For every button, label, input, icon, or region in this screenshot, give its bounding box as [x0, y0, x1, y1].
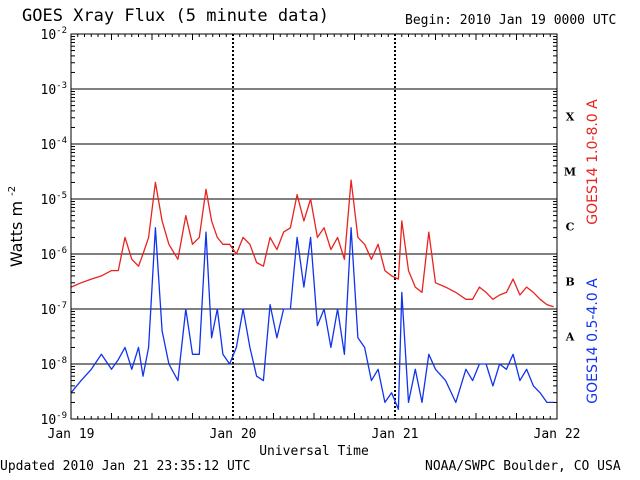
y-tick-label: 10-5 — [41, 191, 68, 208]
x-tick-label: Jan 21 — [372, 427, 419, 442]
series-short-line — [70, 227, 554, 410]
x-tick-label: Jan 20 — [210, 427, 257, 442]
series-layer — [70, 179, 554, 410]
begin-time: Begin: 2010 Jan 19 0000 UTC — [405, 13, 617, 28]
y-axis-title: Watts m -2 — [7, 186, 26, 267]
flare-class-label: B — [565, 276, 574, 289]
y-tick-label: 10-6 — [41, 246, 68, 263]
y-tick-label: 10-2 — [41, 26, 68, 43]
axis-ticks — [71, 34, 557, 419]
y-tick-label: 10-3 — [41, 81, 68, 98]
page-title: GOES Xray Flux (5 minute data) — [22, 6, 330, 26]
y-tick-label: 10-4 — [41, 136, 68, 153]
plot-frame — [70, 33, 558, 420]
flare-class-label: X — [566, 111, 575, 124]
flare-class-label: A — [565, 331, 575, 344]
legend-long-channel: GOES14 1.0-8.0 A — [585, 99, 601, 225]
x-tick-label: Jan 22 — [534, 427, 581, 442]
flare-class-label: M — [564, 166, 576, 179]
updated-timestamp: Updated 2010 Jan 21 23:35:12 UTC — [0, 459, 251, 474]
y-tick-label: 10-9 — [41, 411, 68, 428]
x-tick-label: Jan 19 — [48, 427, 95, 442]
grid-lines — [71, 34, 557, 419]
flare-class-label: C — [566, 221, 575, 234]
legend-short-channel: GOES14 0.5-4.0 A — [585, 278, 601, 404]
x-axis-title: Universal Time — [259, 444, 369, 459]
y-tick-label: 10-7 — [41, 301, 68, 318]
y-tick-label: 10-8 — [41, 356, 68, 373]
credit-text: NOAA/SWPC Boulder, CO USA — [425, 459, 621, 474]
series-long-line — [70, 179, 554, 308]
